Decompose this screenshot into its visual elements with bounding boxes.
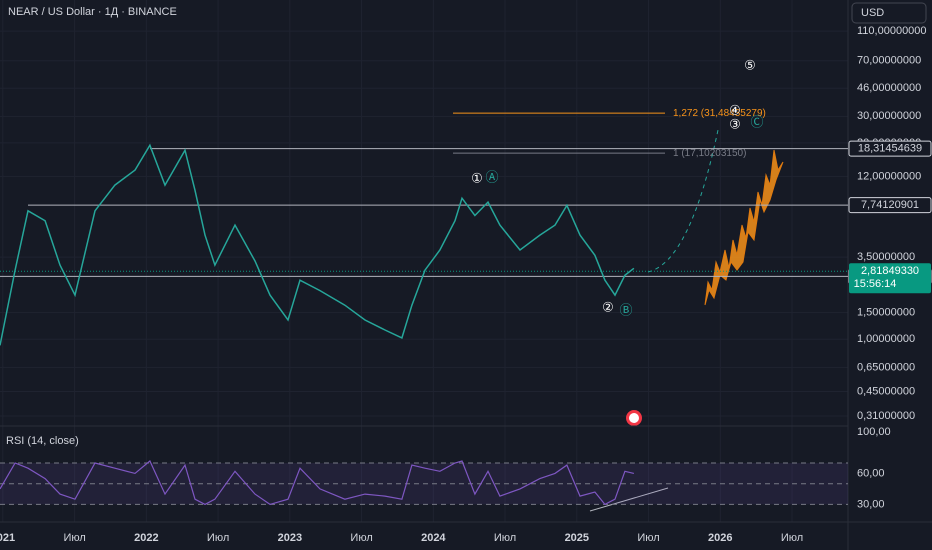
y-tick-label: 0,45000000 <box>857 385 915 397</box>
price-level-label: 18,31454639 <box>858 143 922 155</box>
rsi-trendline <box>589 487 669 512</box>
fib-label: 1,272 (31,48435279) <box>673 108 766 119</box>
x-tick-label: Июл <box>781 532 803 544</box>
y-tick-label: 110,00000000 <box>857 25 927 37</box>
x-tick-label: Июл <box>350 532 372 544</box>
wave-label: ⑤ <box>744 57 756 72</box>
x-tick-label: Июл <box>637 532 659 544</box>
x-tick-label: 2025 <box>565 532 589 544</box>
y-tick-label: 46,00000000 <box>857 82 921 94</box>
wave-label: Ⓒ <box>750 114 763 129</box>
rsi-tick-label: 100,00 <box>857 426 891 438</box>
wave-label: Ⓐ <box>485 169 498 184</box>
y-tick-label: 1,00000000 <box>857 333 915 345</box>
grid <box>0 0 848 522</box>
projection-area <box>704 149 784 306</box>
event-icon-inner <box>629 413 639 423</box>
chart-title: NEAR / US Dollar · 1Д · BINANCE <box>8 6 177 18</box>
wave-label: ③ <box>729 116 741 131</box>
current-price-box <box>849 263 931 294</box>
y-tick-label: 3,50000000 <box>857 251 915 263</box>
y-tick-label: 1,50000000 <box>857 307 915 319</box>
rsi-line <box>0 460 635 506</box>
rsi-title: RSI (14, close) <box>6 435 79 447</box>
x-tick-label: 2026 <box>708 532 732 544</box>
x-tick-label: 2023 <box>278 532 302 544</box>
y-tick-label: 70,00000000 <box>857 55 921 67</box>
x-tick-label: 2024 <box>421 532 446 544</box>
rsi-tick-label: 30,00 <box>857 498 885 510</box>
currency-button[interactable] <box>851 2 927 24</box>
x-tick-label: 2022 <box>134 532 158 544</box>
wave-label: Ⓑ <box>619 302 632 317</box>
projection-dashed <box>647 129 719 273</box>
rsi-tick-label: 60,00 <box>857 467 885 479</box>
price-level-box <box>848 140 932 157</box>
currency[interactable]: USD <box>861 7 884 19</box>
x-tick-label: Июл <box>494 532 516 544</box>
price-level-label: 7,74120901 <box>861 199 919 211</box>
fib-label: 1 (17,10203150) <box>673 148 746 159</box>
y-tick-label: 0,65000000 <box>857 361 915 373</box>
price-line <box>0 143 635 346</box>
price-level-box <box>848 197 932 214</box>
current-price-label: 2,81849330 <box>861 265 919 277</box>
x-tick-label: Июл <box>207 532 229 544</box>
y-tick-label: 30,00000000 <box>857 110 921 122</box>
x-tick-label: 2021 <box>0 532 15 544</box>
wave-label: ① <box>471 170 483 185</box>
x-tick-label: Июл <box>63 532 85 544</box>
y-tick-label: 12,00000000 <box>857 170 921 182</box>
countdown: 15:56:14 <box>854 278 897 290</box>
wave-label: ② <box>602 299 614 314</box>
y-tick-label: 0,31000000 <box>857 410 915 422</box>
wave-label: ④ <box>729 102 741 117</box>
